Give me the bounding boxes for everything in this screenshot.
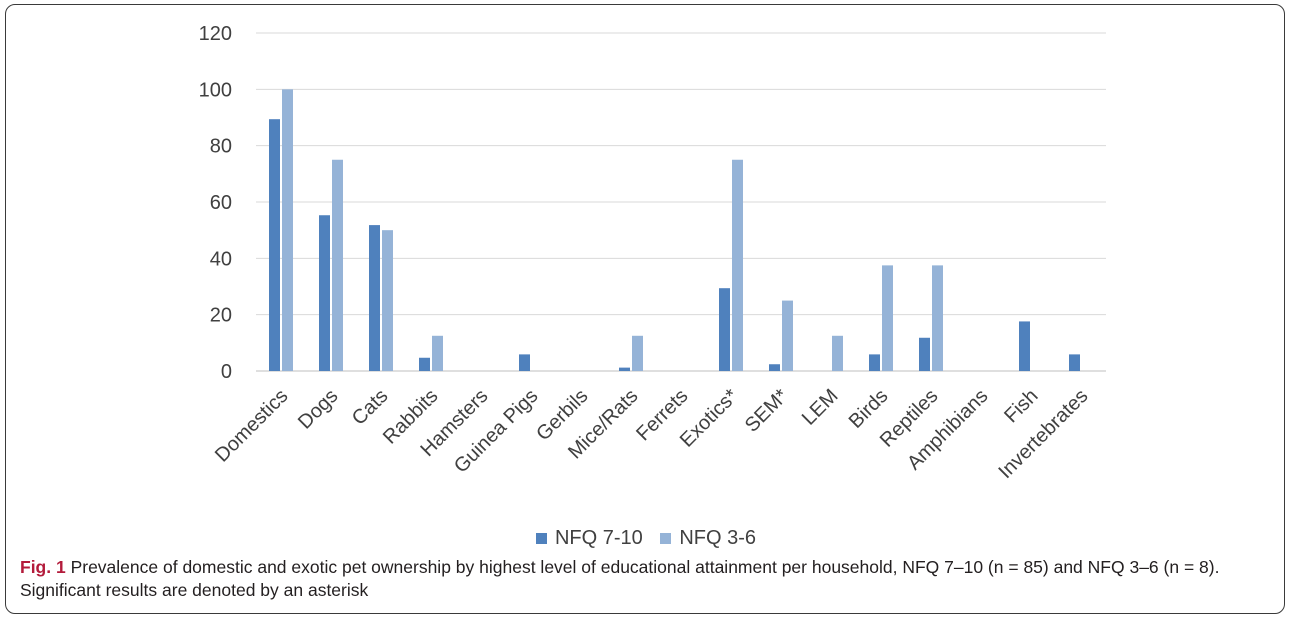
x-category-label: SEM* [741, 385, 793, 437]
legend-item-nfq-7-10: NFQ 7-10 [535, 527, 643, 550]
legend-swatch-nfq-3-6 [660, 533, 672, 544]
bar-nfq-3-6 [732, 159, 743, 371]
figure-frame [5, 4, 1285, 614]
legend-swatch-nfq-7-10 [535, 533, 547, 544]
bar-nfq-3-6 [432, 335, 443, 371]
y-tick-label: 20 [210, 305, 232, 327]
bar-nfq-3-6 [332, 159, 343, 371]
bar-nfq-7-10 [1019, 321, 1030, 371]
bar-nfq-7-10 [319, 215, 330, 371]
y-tick-label: 100 [199, 79, 232, 101]
bar-nfq-7-10 [369, 225, 380, 371]
legend: NFQ 7-10 NFQ 3-6 [0, 527, 1292, 550]
bars [269, 89, 1080, 371]
x-category-label: Fish [1000, 385, 1042, 427]
bar-nfq-7-10 [269, 119, 280, 371]
bar-nfq-7-10 [919, 337, 930, 371]
legend-item-nfq-3-6: NFQ 3-6 [660, 527, 756, 550]
bar-nfq-3-6 [882, 265, 893, 371]
bar-nfq-3-6 [282, 89, 293, 371]
legend-label-nfq-3-6: NFQ 3-6 [679, 527, 757, 549]
y-tick-label: 0 [221, 361, 232, 383]
x-category-label: Dogs [294, 385, 343, 434]
bar-nfq-7-10 [519, 354, 530, 371]
bar-nfq-3-6 [932, 265, 943, 371]
y-tick-label: 120 [199, 23, 232, 45]
bar-nfq-3-6 [382, 230, 393, 371]
bar-nfq-7-10 [1069, 354, 1080, 371]
y-tick-label: 40 [210, 248, 232, 270]
bar-chart: 0 20 40 60 80 100 120 Domestics Dogs CatsRabbits… [199, 23, 1106, 483]
caption-label: Fig. 1 [20, 557, 66, 577]
y-axis-tick-labels: 0 20 40 60 80 100 120 [199, 23, 232, 383]
bar-nfq-7-10 [869, 354, 880, 371]
x-category-label: LEM [798, 385, 843, 430]
bar-nfq-3-6 [782, 300, 793, 371]
bar-nfq-7-10 [719, 288, 730, 371]
legend-label-nfq-7-10: NFQ 7-10 [554, 527, 643, 549]
x-category-label: Domestics [211, 385, 293, 467]
bar-nfq-7-10 [619, 367, 630, 371]
figure-caption: Fig. 1 Prevalence of domestic and exotic… [20, 556, 1270, 602]
bar-nfq-7-10 [769, 364, 780, 371]
x-category-label: Invertebrates [994, 385, 1092, 483]
bar-nfq-7-10 [419, 357, 430, 371]
gridlines [256, 32, 1106, 372]
bar-nfq-3-6 [832, 335, 843, 371]
y-tick-label: 60 [210, 192, 232, 214]
bar-nfq-3-6 [632, 335, 643, 371]
caption-text: Prevalence of domestic and exotic pet ow… [20, 557, 1220, 600]
x-category-label: Cats [348, 385, 393, 430]
y-tick-label: 80 [210, 136, 232, 158]
